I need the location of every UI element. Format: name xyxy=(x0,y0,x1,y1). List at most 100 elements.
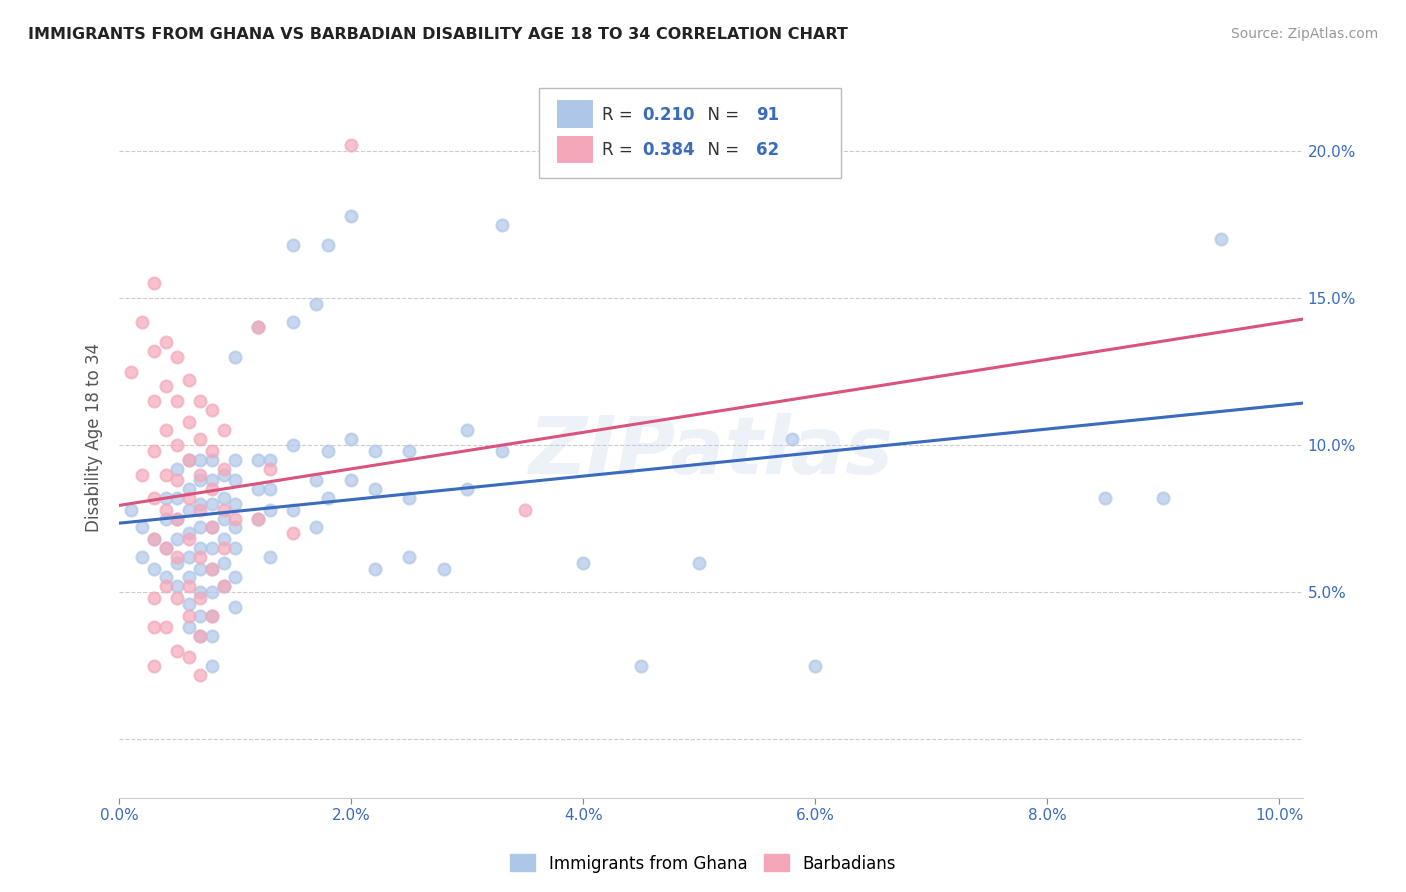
Point xyxy=(201,585,224,599)
Point xyxy=(166,491,188,505)
Point xyxy=(190,452,212,467)
Point xyxy=(155,335,177,350)
Point xyxy=(212,467,235,482)
Point xyxy=(166,533,188,547)
Point xyxy=(177,526,200,541)
Point xyxy=(177,649,200,664)
Point xyxy=(433,561,456,575)
Point xyxy=(515,503,537,517)
Point xyxy=(155,424,177,438)
Point xyxy=(177,452,200,467)
Point xyxy=(201,629,224,643)
Point xyxy=(177,549,200,564)
Point xyxy=(120,365,142,379)
Text: N =: N = xyxy=(697,106,744,124)
Point xyxy=(155,511,177,525)
Point xyxy=(1211,232,1233,246)
Point xyxy=(190,667,212,681)
Point xyxy=(259,549,281,564)
Point xyxy=(177,503,200,517)
Point xyxy=(190,549,212,564)
Point xyxy=(177,373,200,387)
Point xyxy=(283,503,305,517)
Point xyxy=(155,579,177,593)
Point xyxy=(305,520,328,534)
Point xyxy=(166,350,188,364)
Point xyxy=(177,579,200,593)
Point xyxy=(630,658,652,673)
Point xyxy=(177,482,200,496)
Point xyxy=(155,541,177,555)
Point xyxy=(201,520,224,534)
Point xyxy=(201,520,224,534)
Point xyxy=(340,474,363,488)
Point xyxy=(224,452,246,467)
Point xyxy=(190,629,212,643)
Text: N =: N = xyxy=(697,141,744,160)
Point xyxy=(259,461,281,475)
Point xyxy=(190,497,212,511)
Point xyxy=(143,444,166,458)
Point xyxy=(212,491,235,505)
Point xyxy=(166,511,188,525)
Point xyxy=(247,511,270,525)
Point xyxy=(177,415,200,429)
Point xyxy=(190,474,212,488)
Point xyxy=(143,491,166,505)
Point xyxy=(572,556,595,570)
Point xyxy=(155,541,177,555)
Point xyxy=(155,491,177,505)
Point xyxy=(363,561,385,575)
Text: ZIPatlas: ZIPatlas xyxy=(529,413,893,491)
Point xyxy=(155,620,177,634)
Point xyxy=(398,491,420,505)
Point xyxy=(177,491,200,505)
Point xyxy=(283,438,305,452)
Point xyxy=(398,444,420,458)
Point xyxy=(166,549,188,564)
Point xyxy=(688,556,710,570)
Point xyxy=(224,520,246,534)
Point xyxy=(1152,491,1174,505)
Point xyxy=(155,467,177,482)
Point xyxy=(143,658,166,673)
Point xyxy=(201,474,224,488)
Point xyxy=(190,541,212,555)
Point xyxy=(166,438,188,452)
Point xyxy=(143,277,166,291)
Point xyxy=(201,444,224,458)
Point xyxy=(201,608,224,623)
Point xyxy=(166,591,188,605)
Point xyxy=(224,497,246,511)
Point xyxy=(247,482,270,496)
Point xyxy=(804,658,827,673)
Point xyxy=(131,315,153,329)
Point xyxy=(155,570,177,584)
Point xyxy=(491,218,513,232)
Text: 0.210: 0.210 xyxy=(643,106,695,124)
Point xyxy=(212,461,235,475)
Point xyxy=(131,549,153,564)
Point xyxy=(201,482,224,496)
Point xyxy=(212,579,235,593)
Point xyxy=(363,482,385,496)
Point xyxy=(224,350,246,364)
Point xyxy=(1094,491,1116,505)
Point xyxy=(143,591,166,605)
Point xyxy=(340,138,363,153)
Point xyxy=(177,533,200,547)
Point xyxy=(340,209,363,223)
Point xyxy=(143,561,166,575)
Text: R =: R = xyxy=(602,106,638,124)
Point xyxy=(143,394,166,409)
Point xyxy=(155,503,177,517)
Point xyxy=(283,315,305,329)
Point xyxy=(190,432,212,446)
Point xyxy=(340,432,363,446)
Point xyxy=(166,556,188,570)
Point xyxy=(166,461,188,475)
Point xyxy=(247,320,270,334)
Point xyxy=(131,467,153,482)
Point xyxy=(212,541,235,555)
Point xyxy=(212,579,235,593)
